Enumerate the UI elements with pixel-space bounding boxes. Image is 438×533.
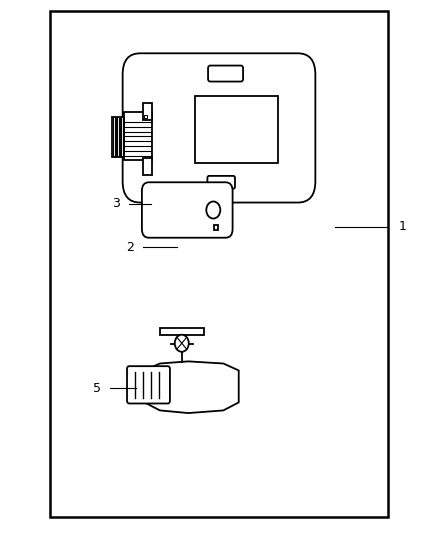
Bar — [143, 103, 152, 120]
Bar — [195, 96, 278, 163]
Bar — [214, 225, 218, 230]
Bar — [160, 328, 204, 335]
Text: 2: 2 — [126, 241, 134, 254]
Text: 3: 3 — [113, 197, 120, 210]
FancyBboxPatch shape — [142, 182, 233, 238]
Bar — [112, 117, 124, 157]
FancyBboxPatch shape — [208, 176, 235, 189]
Bar — [143, 158, 152, 175]
FancyBboxPatch shape — [123, 53, 315, 203]
Bar — [144, 115, 147, 118]
Circle shape — [206, 201, 220, 219]
Bar — [50, 11, 388, 517]
Text: 5: 5 — [93, 382, 101, 394]
Text: 1: 1 — [399, 220, 406, 233]
FancyBboxPatch shape — [127, 366, 170, 403]
Circle shape — [175, 335, 189, 352]
FancyBboxPatch shape — [208, 66, 243, 82]
Bar — [124, 112, 152, 160]
Polygon shape — [145, 361, 239, 413]
